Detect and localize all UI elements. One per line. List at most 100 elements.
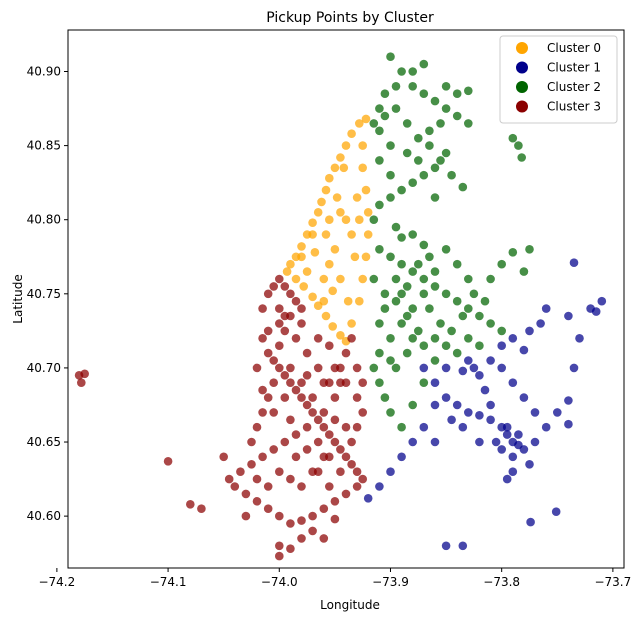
data-point — [310, 248, 320, 257]
data-point — [591, 307, 601, 316]
data-point — [269, 378, 279, 388]
data-point — [375, 104, 384, 113]
data-point — [291, 452, 301, 462]
data-point — [430, 267, 440, 276]
data-point — [236, 467, 245, 477]
data-point — [280, 311, 290, 321]
data-point — [224, 474, 234, 484]
data-point — [508, 334, 518, 343]
data-point — [419, 289, 429, 299]
data-point — [319, 408, 329, 417]
data-point — [308, 292, 317, 302]
data-point — [464, 356, 473, 365]
data-point — [441, 341, 451, 351]
data-point — [299, 282, 309, 291]
data-point — [391, 104, 401, 113]
data-point — [343, 296, 353, 306]
data-point — [502, 474, 512, 484]
data-point — [425, 141, 434, 150]
series-cluster-3 — [74, 274, 368, 561]
legend-marker — [516, 81, 528, 93]
data-point — [408, 334, 418, 343]
data-point — [469, 289, 479, 299]
data-point — [569, 363, 579, 373]
data-point — [308, 408, 317, 417]
data-point — [380, 89, 390, 98]
data-point — [325, 259, 334, 269]
data-point — [491, 437, 501, 447]
data-point — [408, 304, 418, 313]
data-point — [419, 89, 429, 98]
data-point — [252, 474, 262, 484]
data-point — [313, 415, 323, 425]
data-point — [321, 230, 331, 239]
data-point — [347, 129, 356, 138]
data-point — [430, 282, 440, 291]
data-point — [464, 304, 473, 313]
data-point — [328, 322, 338, 331]
data-point — [325, 215, 334, 224]
data-point — [291, 296, 301, 306]
data-point — [352, 422, 362, 432]
x-axis: −74.2 −74.1 −74.0 −73.9 −73.8 −73.7 — [38, 568, 631, 589]
data-point — [319, 504, 329, 513]
data-point — [347, 437, 356, 447]
data-point — [321, 185, 331, 195]
data-point — [275, 467, 284, 477]
data-point — [452, 259, 462, 269]
data-point — [280, 393, 290, 402]
data-point — [419, 341, 429, 351]
data-point — [508, 452, 518, 462]
data-point — [336, 363, 345, 373]
data-point — [486, 274, 495, 284]
data-point — [325, 378, 334, 388]
legend-label: Cluster 1 — [547, 61, 601, 75]
data-point — [347, 334, 356, 343]
data-point — [497, 341, 507, 351]
x-tick-label: −74.2 — [38, 575, 75, 589]
data-point — [575, 334, 584, 343]
data-point — [425, 252, 434, 262]
data-point — [369, 215, 379, 224]
data-point — [525, 245, 534, 254]
data-point — [336, 378, 345, 388]
data-point — [569, 258, 579, 268]
data-point — [497, 326, 507, 336]
data-point — [519, 267, 529, 276]
y-tick-label: 40.90 — [27, 64, 61, 78]
data-point — [369, 119, 379, 128]
data-point — [361, 114, 371, 124]
data-point — [386, 356, 395, 365]
data-point — [325, 430, 334, 439]
data-point — [508, 378, 518, 388]
data-point — [525, 460, 534, 469]
data-point — [352, 482, 362, 491]
data-point — [291, 274, 301, 284]
data-point — [458, 366, 468, 376]
data-point — [397, 289, 406, 299]
data-point — [441, 363, 451, 373]
data-point — [313, 363, 323, 373]
data-point — [280, 282, 290, 291]
data-point — [286, 544, 295, 553]
legend-label: Cluster 0 — [547, 41, 601, 55]
data-point — [380, 111, 390, 121]
data-point — [526, 517, 535, 527]
data-point — [241, 489, 251, 499]
data-point — [258, 334, 267, 343]
data-point — [258, 385, 267, 395]
y-tick-label: 40.85 — [27, 139, 61, 153]
data-point — [317, 197, 326, 207]
data-point — [408, 400, 418, 410]
data-point — [391, 274, 401, 284]
data-point — [475, 341, 484, 351]
data-point — [336, 467, 345, 477]
data-point — [341, 452, 351, 462]
data-point — [347, 460, 356, 469]
data-point — [414, 259, 423, 269]
data-point — [313, 334, 323, 343]
y-axis: 40.60 40.65 40.70 40.75 40.80 40.85 40.90 — [27, 64, 68, 523]
data-point — [286, 415, 295, 425]
y-tick-label: 40.75 — [27, 287, 61, 301]
data-point — [408, 267, 418, 276]
